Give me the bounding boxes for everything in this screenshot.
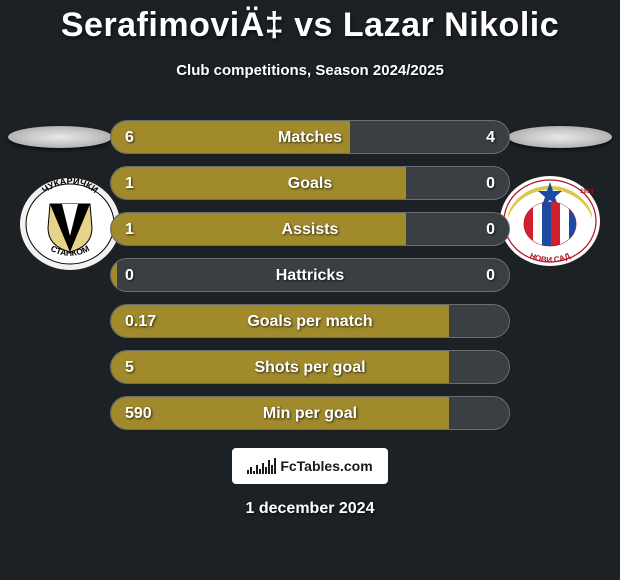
stat-row: 590Min per goal (110, 396, 510, 430)
stat-label: Goals per match (111, 305, 509, 337)
svg-text:1914: 1914 (580, 189, 594, 195)
subtitle: Club competitions, Season 2024/2025 (0, 62, 620, 79)
stat-label: Assists (111, 213, 509, 245)
stat-row: 10Assists (110, 212, 510, 246)
watermark-text: FcTables.com (280, 458, 372, 474)
stat-row: 10Goals (110, 166, 510, 200)
stat-row: 64Matches (110, 120, 510, 154)
pedestal-right (508, 126, 612, 148)
club-crest-right: 1914 НОВИ САД (500, 176, 600, 266)
club-crest-left: ЧУКАРИЧКИ СТАНКОМ (20, 178, 120, 270)
pedestal-left (8, 126, 112, 148)
stat-label: Min per goal (111, 397, 509, 429)
watermark-bars-icon (247, 458, 276, 474)
date-label: 1 december 2024 (0, 500, 620, 518)
stat-label: Goals (111, 167, 509, 199)
stats-container: 64Matches 10Goals 10Assists 00Hattricks 0.17… (110, 120, 510, 442)
stat-row: 5Shots per goal (110, 350, 510, 384)
stat-label: Matches (111, 121, 509, 153)
stat-label: Hattricks (111, 259, 509, 291)
stat-row: 0.17Goals per match (110, 304, 510, 338)
stat-label: Shots per goal (111, 351, 509, 383)
page-title: SerafimoviÄ‡ vs Lazar Nikolic (0, 6, 620, 45)
stat-row: 00Hattricks (110, 258, 510, 292)
watermark: FcTables.com (232, 448, 388, 484)
